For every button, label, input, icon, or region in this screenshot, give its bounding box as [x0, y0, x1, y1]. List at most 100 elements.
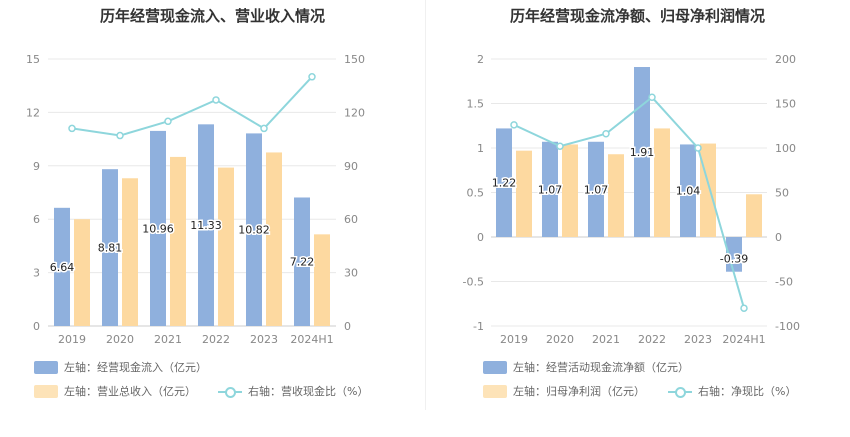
bar-secondary	[746, 194, 762, 237]
legend-item-bar2[interactable]: 左轴：归母净利润（亿元）	[483, 383, 645, 399]
legend-line-marker-icon	[218, 385, 242, 398]
data-label: 11.33	[190, 219, 222, 232]
bar-secondary	[218, 167, 234, 326]
legend-line-marker-icon	[668, 385, 692, 398]
legend-item-bar2[interactable]: 左轴：营业总收入（亿元）	[34, 383, 196, 399]
y-left-tick-label: 12	[26, 106, 40, 119]
chart-panel-cash-inflow: 历年经营现金流入、营业收入情况 0 3 6 9 12 15 0 30 60 90 120 150 201…	[26, 7, 368, 399]
x-tick-label: 2023	[250, 333, 278, 346]
y-left-tick-label: 0.5	[467, 187, 485, 200]
bar-primary	[246, 133, 262, 326]
ratio-point	[510, 121, 518, 129]
bar-secondary	[74, 219, 90, 326]
bar-primary	[198, 124, 214, 327]
y-right-tick-label: 150	[775, 98, 796, 111]
y-left-tick-label: 9	[33, 160, 40, 173]
x-tick-label: 2024H1	[290, 333, 333, 346]
y-right-tick-label: 150	[344, 53, 365, 66]
bar-secondary	[562, 144, 578, 237]
x-tick-label: 2019	[58, 333, 86, 346]
y-right-tick-label: 0	[775, 231, 782, 244]
ratio-point	[308, 73, 316, 81]
x-tick-label: 2022	[638, 333, 666, 346]
y-left-tick-label: -0.5	[463, 276, 484, 289]
x-tick-label: 2019	[500, 333, 528, 346]
bar-secondary	[700, 143, 716, 237]
ratio-line	[71, 76, 313, 137]
bar-primary	[150, 130, 166, 326]
panel-divider	[425, 0, 426, 410]
ratio-line	[513, 95, 745, 309]
chart-panel-net-cash: 历年经营现金流净额、归母净利润情况 -1 -0.5 0 0.5 1 1.5 2 -100 -50…	[425, 0, 850, 437]
legend-label: 左轴：归母净利润（亿元）	[513, 385, 645, 398]
data-label: 1.07	[538, 183, 563, 196]
y-left-tick-label: 2	[477, 53, 484, 66]
bar-primary	[54, 207, 70, 326]
y-left-tick-label: 1	[477, 142, 484, 155]
bar-primary	[680, 144, 696, 237]
y-left-tick-label: 1.5	[467, 98, 485, 111]
bar-secondary	[314, 234, 330, 326]
ratio-point	[740, 304, 748, 312]
ratio-point	[648, 93, 656, 102]
x-tick-label: 2023	[684, 333, 712, 346]
data-label: 8.81	[98, 242, 123, 255]
data-label: 1.22	[492, 177, 517, 190]
y-right-tick-label: 90	[344, 160, 358, 173]
bar-secondary	[170, 156, 186, 326]
bar-secondary	[516, 150, 532, 237]
ratio-point	[694, 144, 702, 152]
bar-secondary	[266, 152, 282, 326]
legend-item-bar1[interactable]: 左轴：经营现金流入（亿元）	[34, 359, 207, 375]
legend-item-line[interactable]: 右轴：净现比（%）	[668, 383, 796, 399]
ratio-point	[260, 124, 268, 133]
data-label: 10.82	[238, 224, 270, 237]
x-tick-label: 2020	[546, 333, 574, 346]
ratio-point	[68, 124, 76, 133]
ratio-point	[164, 117, 172, 126]
y-left-tick-label: 3	[33, 267, 40, 280]
y-right-tick-label: 30	[344, 267, 358, 280]
legend-swatch-blue	[483, 360, 507, 374]
bar-secondary	[654, 128, 670, 237]
x-tick-label: 2020	[106, 333, 134, 346]
y-left-tick-label: 0	[33, 320, 40, 333]
legend-label: 右轴：净现比（%）	[698, 385, 797, 398]
y-left-tick-label: 6	[33, 213, 40, 226]
bar-primary	[102, 169, 118, 326]
y-left-tick-label: -1	[473, 320, 484, 333]
legend-label: 左轴：经营现金流入（亿元）	[64, 361, 207, 374]
bar-primary	[294, 197, 310, 326]
legend-item-bar1[interactable]: 左轴：经营活动现金流净额（亿元）	[483, 359, 689, 375]
y-left-tick-label: 0	[477, 231, 484, 244]
x-tick-label: 2021	[154, 333, 182, 346]
data-label: 6.64	[50, 261, 75, 274]
chart-title: 历年经营现金流入、营业收入情况	[99, 7, 325, 25]
legend-item-line[interactable]: 右轴：营收现金比（%）	[218, 383, 368, 399]
legend-label: 左轴：营业总收入（亿元）	[64, 385, 196, 398]
y-right-tick-label: -100	[775, 320, 800, 333]
bar-secondary	[608, 154, 624, 237]
y-right-tick-label: 200	[775, 53, 796, 66]
data-label: 1.91	[630, 146, 655, 159]
chart-plot: -1 -0.5 0 0.5 1 1.5 2 -100 -50 0 50 100 150 200 2019 20…	[463, 53, 800, 346]
y-right-tick-label: 120	[344, 106, 365, 119]
ratio-point	[602, 130, 610, 138]
y-right-tick-label: -50	[775, 276, 793, 289]
ratio-point	[212, 96, 220, 104]
y-right-tick-label: 100	[775, 142, 796, 155]
legend-label: 右轴：营收现金比（%）	[248, 385, 369, 398]
ratio-point	[556, 142, 564, 150]
legend-swatch-orange	[483, 384, 507, 398]
bar-primary	[542, 141, 558, 237]
legend-swatch-orange	[34, 384, 58, 398]
y-right-tick-label: 50	[775, 187, 789, 200]
bar-secondary	[122, 178, 138, 326]
y-left-tick-label: 15	[26, 53, 40, 66]
data-label: 1.07	[584, 183, 609, 196]
bar-primary	[496, 128, 512, 237]
y-right-tick-label: 60	[344, 213, 358, 226]
x-tick-label: 2021	[592, 333, 620, 346]
data-label: -0.39	[720, 252, 748, 265]
